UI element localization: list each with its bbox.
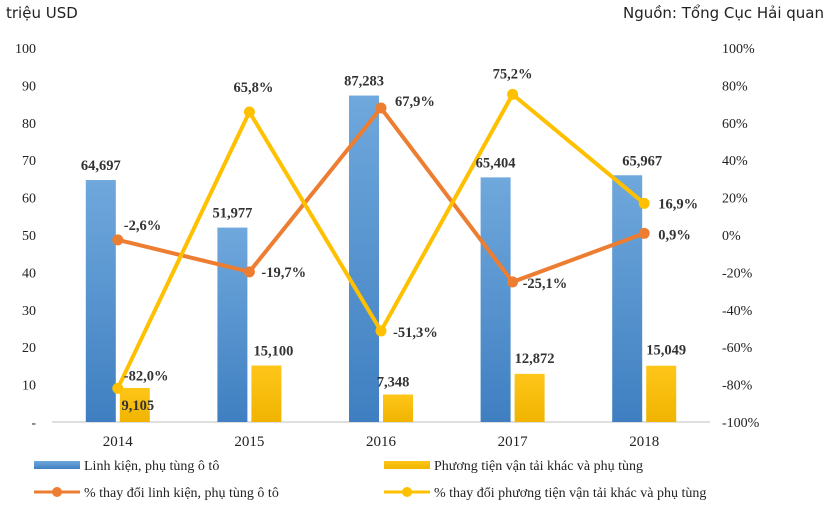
bar-phuong-tien	[251, 365, 282, 422]
data-label-pct-phuong-tien: -82,0%	[124, 368, 169, 384]
point-phuong-tien	[243, 106, 255, 118]
legend-label-pct-phuong-tien: % thay đổi phương tiện vận tải khác và p…	[434, 486, 706, 501]
data-label-linh-kien: 65,404	[476, 155, 516, 171]
point-phuong-tien	[112, 382, 124, 394]
data-label-pct-phuong-tien: 75,2%	[493, 66, 533, 82]
right-axis-tick: 40%	[722, 154, 748, 169]
legend-swatch-phuong-tien	[384, 461, 430, 469]
x-axis-tick: 2016	[366, 434, 397, 450]
left-axis-tick: 80	[22, 117, 36, 132]
data-label-linh-kien: 65,967	[622, 153, 662, 169]
right-axis-tick: -40%	[722, 304, 753, 319]
bar-linh-kien	[85, 180, 116, 422]
x-axis-tick: 2018	[629, 434, 659, 450]
legend-label-pct-linh-kien: % thay đổi linh kiện, phụ tùng ô tô	[84, 486, 279, 501]
right-axis-tick: 100%	[722, 42, 755, 57]
bar-phuong-tien	[383, 394, 413, 422]
x-axis-tick: 2015	[234, 434, 264, 450]
data-label-phuong-tien: 15,049	[646, 343, 686, 359]
data-label-pct-phuong-tien: -51,3%	[393, 325, 438, 341]
data-label-pct-linh-kien: -19,7%	[261, 265, 306, 281]
left-axis-tick: -	[31, 416, 36, 431]
point-linh-kien	[507, 276, 519, 288]
right-axis-tick: 80%	[722, 79, 748, 94]
left-axis-tick: 70	[22, 154, 36, 169]
point-linh-kien	[638, 227, 650, 239]
left-axis-tick: 60	[22, 192, 36, 207]
bar-phuong-tien	[646, 365, 677, 422]
point-linh-kien	[375, 102, 387, 114]
data-label-phuong-tien: 12,872	[515, 351, 555, 367]
point-phuong-tien	[375, 325, 387, 337]
line-phuong-tien	[115, 92, 647, 391]
right-axis-tick: 60%	[722, 117, 748, 132]
left-axis-tick: 50	[22, 229, 36, 244]
data-label-phuong-tien: 9,105	[121, 398, 154, 414]
data-label-pct-linh-kien: 0,9%	[658, 227, 691, 243]
data-label-phuong-tien: 7,348	[377, 375, 410, 391]
bar-phuong-tien	[514, 373, 545, 422]
bar-linh-kien	[612, 175, 643, 422]
bar-linh-kien	[349, 95, 379, 422]
left-axis-tick: 40	[22, 266, 36, 281]
data-label-pct-linh-kien: -2,6%	[124, 218, 161, 234]
point-phuong-tien	[638, 197, 650, 209]
data-label-linh-kien: 87,283	[344, 74, 384, 90]
data-label-pct-linh-kien: 67,9%	[395, 94, 435, 110]
left-axis-tick: 20	[22, 341, 36, 356]
bar-linh-kien	[480, 177, 511, 422]
data-label-linh-kien: 64,697	[81, 158, 121, 174]
right-axis-tick: 20%	[722, 192, 748, 207]
data-label-phuong-tien: 15,100	[253, 344, 293, 360]
right-axis-tick: -80%	[722, 379, 753, 394]
point-phuong-tien	[507, 88, 519, 100]
legend-label-phuong-tien: Phương tiện vận tải khác và phụ tùng	[434, 459, 643, 474]
data-label-pct-phuong-tien: 16,9%	[658, 196, 698, 212]
left-axis-tick: 30	[22, 304, 36, 319]
point-linh-kien	[112, 234, 124, 246]
x-axis-tick: 2014	[103, 434, 134, 450]
left-axis-tick: 100	[15, 42, 36, 57]
data-label-pct-linh-kien: -25,1%	[523, 276, 568, 292]
legend-swatch-linh-kien	[34, 461, 80, 469]
right-axis-tick: 0%	[722, 229, 741, 244]
right-axis-tick: -60%	[722, 341, 753, 356]
right-axis-tick: -20%	[722, 266, 753, 281]
legend-marker-pct-linh-kien	[52, 487, 62, 497]
source-label: Nguồn: Tổng Cục Hải quan	[622, 4, 824, 22]
right-axis-tick: -100%	[722, 416, 760, 431]
x-axis-tick: 2017	[498, 434, 529, 450]
point-linh-kien	[243, 266, 255, 278]
bar-linh-kien	[217, 227, 248, 422]
bar-phuong-tien	[119, 387, 150, 422]
data-label-pct-phuong-tien: 65,8%	[233, 80, 273, 96]
left-axis-tick: 90	[22, 79, 36, 94]
line-linh-kien	[115, 106, 647, 284]
unit-label: triệu USD	[6, 4, 78, 22]
data-label-linh-kien: 51,977	[212, 206, 252, 222]
left-axis-tick: 10	[22, 379, 36, 394]
legend-label-linh-kien: Linh kiện, phụ tùng ô tô	[84, 459, 219, 474]
legend-marker-pct-phuong-tien	[402, 487, 412, 497]
